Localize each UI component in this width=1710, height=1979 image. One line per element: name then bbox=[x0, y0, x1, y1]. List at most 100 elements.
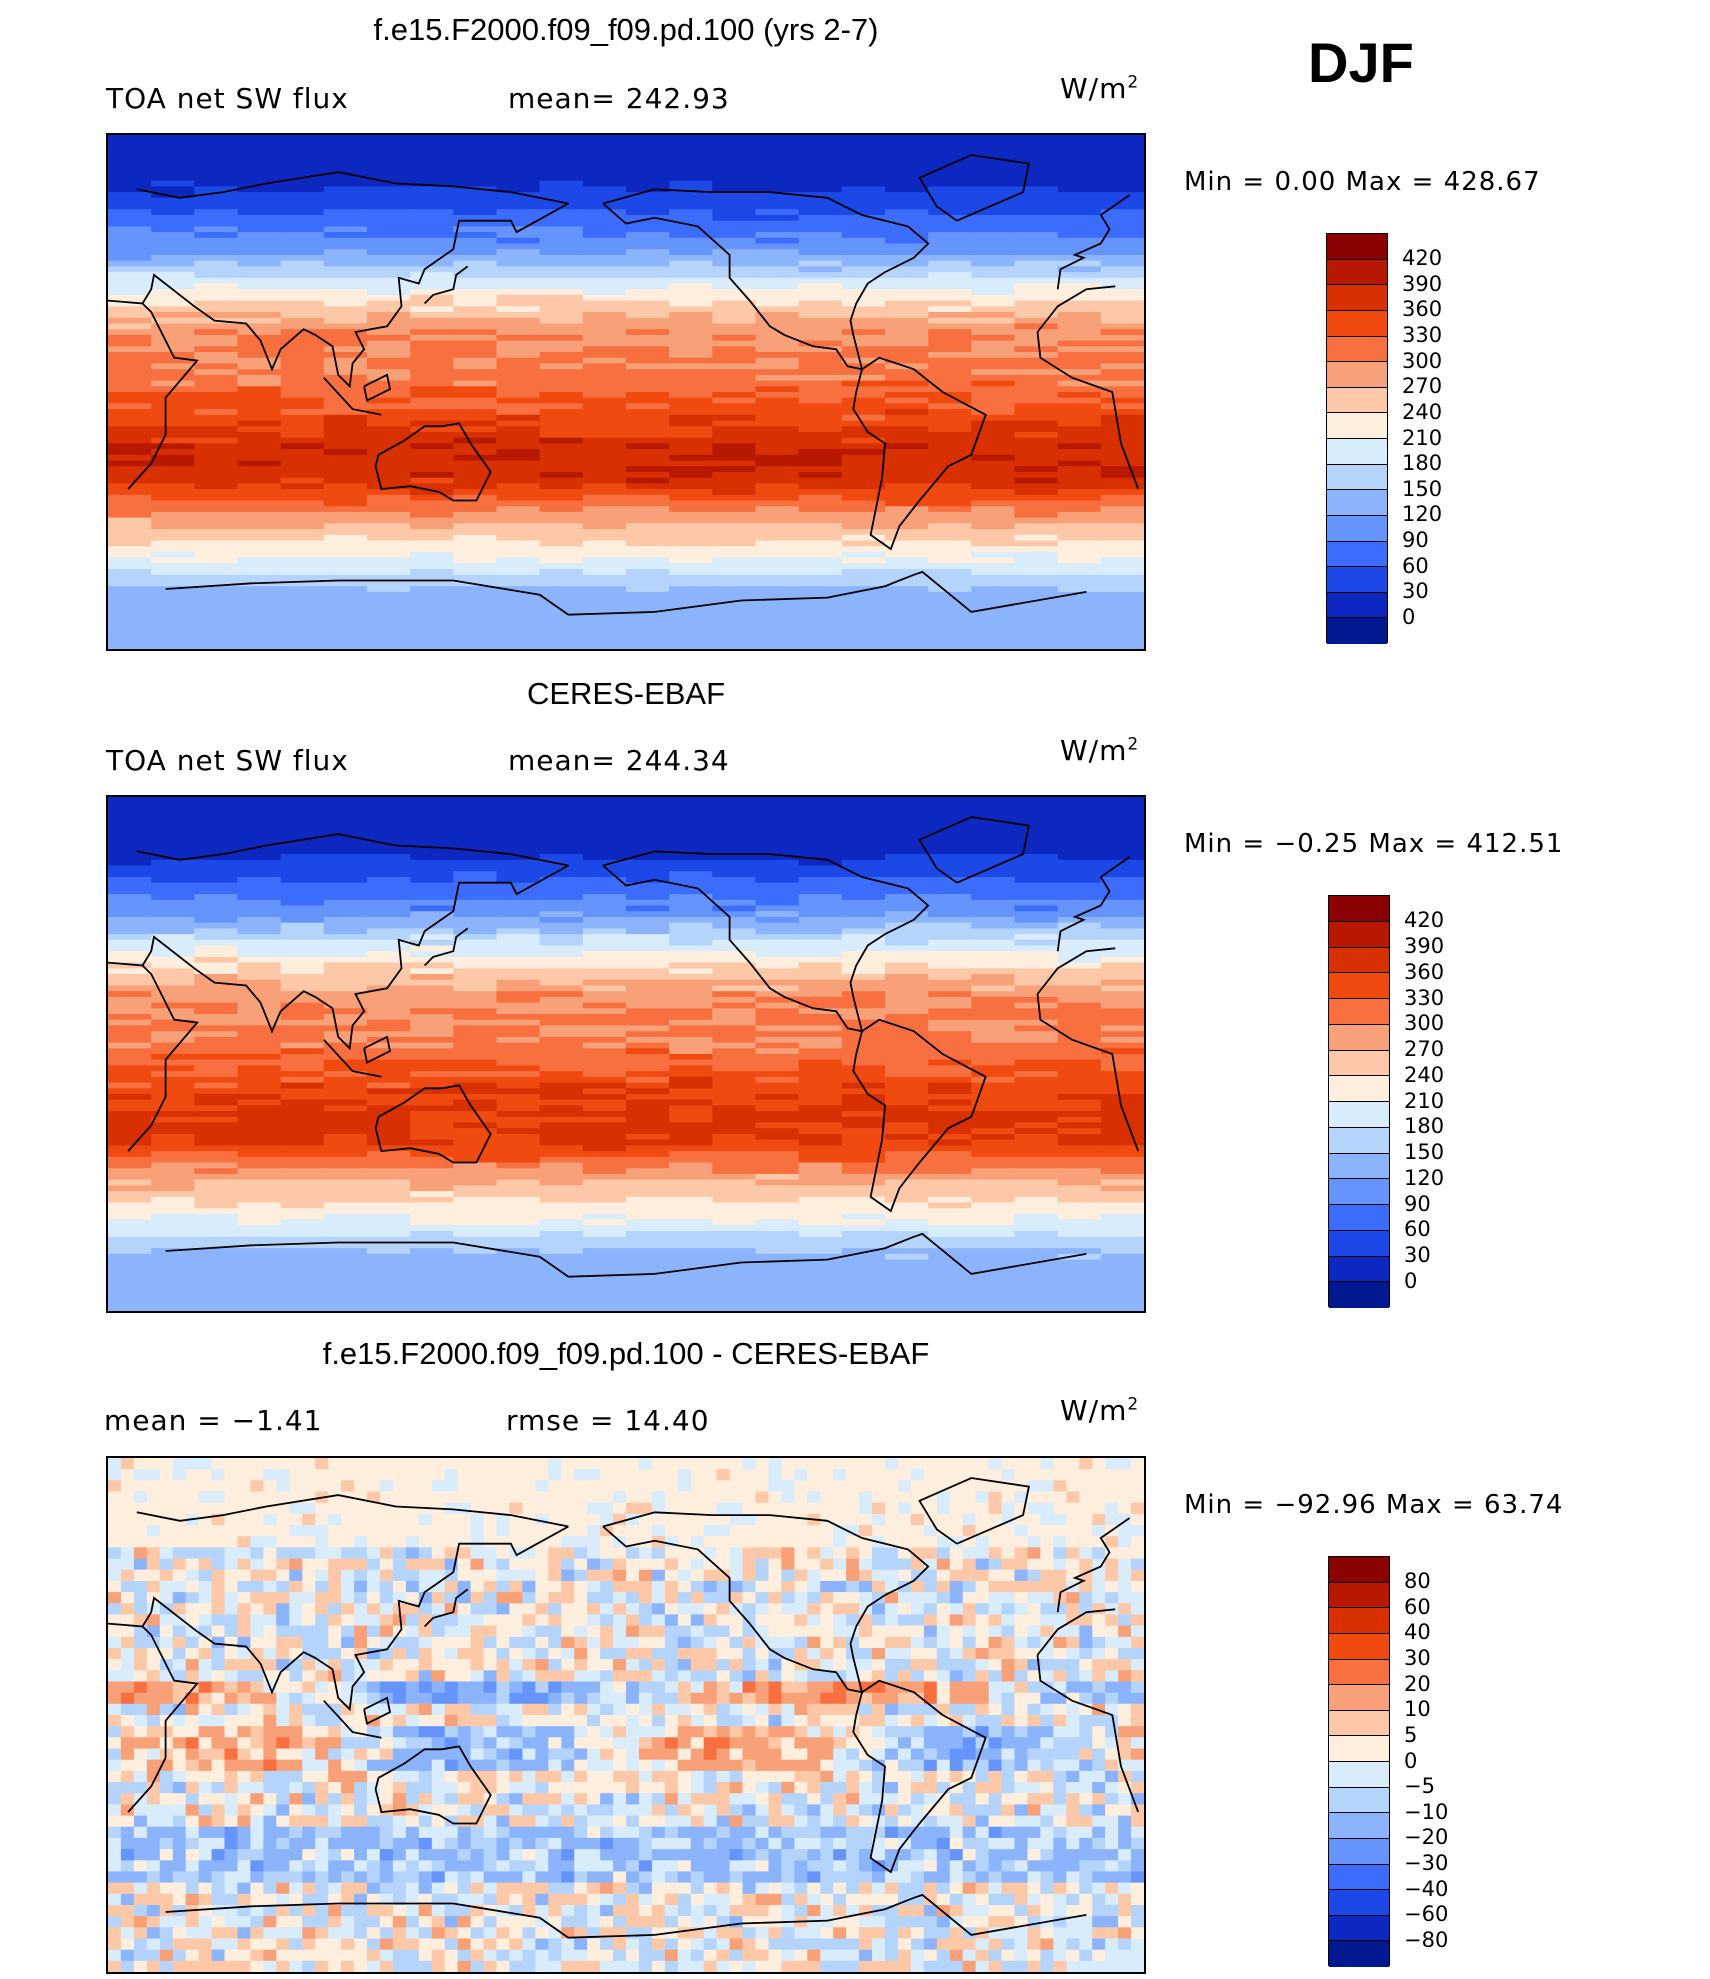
contour-cell bbox=[151, 865, 195, 872]
contour-cell bbox=[1100, 472, 1144, 479]
contour-cell bbox=[626, 797, 670, 804]
contour-cell bbox=[1014, 837, 1059, 844]
contour-cell bbox=[108, 945, 152, 952]
contour-cell bbox=[928, 968, 972, 975]
contour-cell bbox=[539, 626, 584, 633]
contour-cell bbox=[1100, 1213, 1144, 1221]
contour-cell bbox=[410, 1242, 454, 1249]
contour-cell bbox=[1100, 586, 1144, 593]
contour-cell bbox=[194, 1271, 239, 1278]
contour-cell bbox=[539, 294, 584, 302]
contour-cell bbox=[669, 1042, 713, 1049]
contour-cell bbox=[237, 1231, 282, 1238]
contour-cell bbox=[108, 1242, 152, 1249]
coastline bbox=[108, 285, 1140, 490]
contour-cell bbox=[928, 540, 972, 547]
contour-cell bbox=[539, 819, 584, 827]
contour-cell bbox=[1014, 1299, 1059, 1306]
contour-cell bbox=[539, 894, 584, 901]
contour-cell bbox=[841, 842, 886, 849]
contour-cell bbox=[971, 529, 1016, 536]
contour-cell bbox=[151, 403, 195, 410]
contour-cell bbox=[898, 1458, 912, 1470]
contour-cell bbox=[323, 1065, 368, 1072]
contour-cell bbox=[885, 203, 929, 210]
contour-cell bbox=[410, 1265, 454, 1272]
contour-cell bbox=[548, 1469, 562, 1481]
contour-cell bbox=[971, 357, 1016, 364]
contour-cell bbox=[1118, 1491, 1132, 1504]
contour-cell bbox=[410, 323, 454, 330]
contour-cell bbox=[971, 1276, 1016, 1283]
contour-cell bbox=[712, 300, 757, 307]
contour-cell bbox=[453, 939, 498, 947]
contour-cell bbox=[885, 854, 929, 861]
contour-cell bbox=[323, 1019, 368, 1026]
contour-cell bbox=[971, 1271, 1016, 1278]
contour-cell bbox=[928, 1276, 972, 1283]
contour-cell bbox=[626, 477, 670, 484]
contour-cell bbox=[367, 586, 411, 593]
contour-cell bbox=[669, 506, 713, 513]
contour-cell bbox=[410, 802, 454, 809]
contour-cell bbox=[712, 152, 757, 159]
contour-cell bbox=[626, 620, 670, 627]
contour-cell bbox=[669, 500, 713, 507]
contour-cell bbox=[582, 1111, 627, 1118]
contour-cell bbox=[280, 369, 325, 376]
contour-cell bbox=[1057, 1139, 1102, 1146]
contour-cell bbox=[280, 877, 325, 884]
contour-cell bbox=[1100, 226, 1144, 233]
contour-cell bbox=[323, 169, 368, 176]
contour-cell bbox=[237, 272, 282, 279]
colorbar-swatch bbox=[1329, 1179, 1389, 1205]
contour-cell bbox=[151, 859, 195, 867]
contour-cell bbox=[669, 534, 713, 542]
contour-cell bbox=[237, 1502, 251, 1515]
contour-cell bbox=[928, 626, 972, 633]
contour-cell bbox=[496, 814, 541, 821]
contour-cell bbox=[367, 1156, 411, 1164]
contour-cell bbox=[323, 523, 368, 530]
contour-cell bbox=[755, 546, 800, 553]
contour-cell bbox=[108, 1208, 152, 1215]
contour-cell bbox=[496, 1185, 541, 1192]
contour-cell bbox=[1057, 1299, 1102, 1306]
contour-cell bbox=[280, 1145, 325, 1152]
contour-cell bbox=[146, 1536, 161, 1548]
contour-cell bbox=[712, 443, 757, 450]
contour-cell bbox=[410, 1054, 454, 1061]
contour-cell bbox=[928, 1185, 972, 1192]
contour-cell bbox=[971, 374, 1016, 382]
contour-cell bbox=[988, 1480, 1003, 1493]
contour-cell bbox=[1100, 1111, 1144, 1118]
contour-cell bbox=[928, 180, 972, 187]
contour-cell bbox=[237, 551, 282, 559]
contour-cell bbox=[410, 494, 454, 502]
contour-cell bbox=[928, 563, 972, 570]
contour-cell bbox=[703, 1491, 718, 1504]
contour-cell bbox=[712, 819, 757, 827]
contour-cell bbox=[841, 500, 886, 507]
contour-cell bbox=[453, 180, 498, 187]
contour-cell bbox=[798, 848, 843, 855]
contour-cell bbox=[755, 1031, 800, 1038]
contour-cell bbox=[410, 146, 454, 153]
contour-cell bbox=[453, 819, 498, 827]
contour-cell bbox=[928, 511, 972, 519]
contour-cell bbox=[841, 237, 886, 245]
contour-cell bbox=[367, 837, 411, 844]
contour-cell bbox=[1014, 1173, 1059, 1181]
contour-cell bbox=[755, 1042, 800, 1049]
contour-cell bbox=[1057, 1031, 1102, 1038]
contour-cell bbox=[367, 517, 411, 524]
contour-cell bbox=[367, 472, 411, 479]
contour-cell bbox=[323, 1042, 368, 1049]
contour-cell bbox=[1079, 1513, 1093, 1526]
contour-cell bbox=[151, 186, 195, 193]
contour-cell bbox=[1100, 951, 1144, 958]
contour-cell bbox=[841, 472, 886, 479]
contour-cell bbox=[928, 1242, 972, 1249]
contour-cell bbox=[194, 157, 239, 165]
contour-cell bbox=[453, 437, 498, 444]
